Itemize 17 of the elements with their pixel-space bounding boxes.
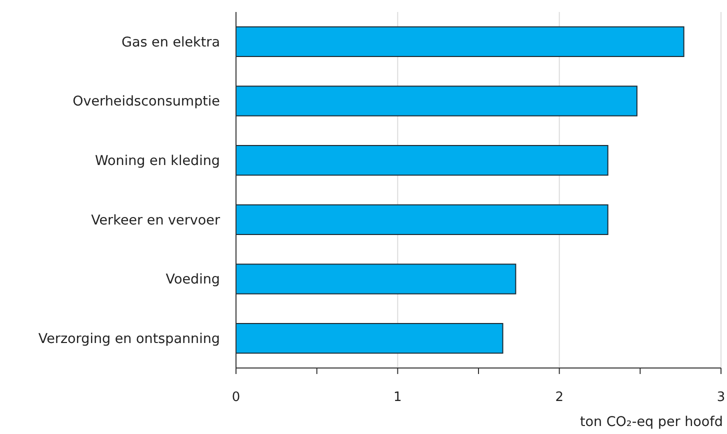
bar	[236, 145, 608, 176]
bar	[236, 323, 504, 354]
x-tick-label: 3	[716, 390, 726, 405]
y-tick-label: Voeding	[166, 272, 220, 288]
x-tick-label: 1	[394, 390, 402, 405]
y-tick-label: Woning en kleding	[94, 153, 220, 170]
bar	[236, 26, 684, 57]
bar	[236, 204, 608, 235]
y-tick-label: Verkeer en vervoer	[91, 212, 220, 228]
y-tick-label: Verzorging en ontspanning	[38, 331, 220, 348]
y-tick-label: Overheidsconsumptie	[72, 94, 220, 110]
bar	[236, 86, 638, 116]
y-tick-label: Gas en elektra	[121, 34, 220, 50]
x-axis-title: ton CO₂-eq per hoofd	[580, 414, 723, 430]
bar	[236, 264, 516, 294]
x-tick-label: 0	[232, 390, 240, 405]
x-tick-label: 2	[555, 390, 564, 405]
